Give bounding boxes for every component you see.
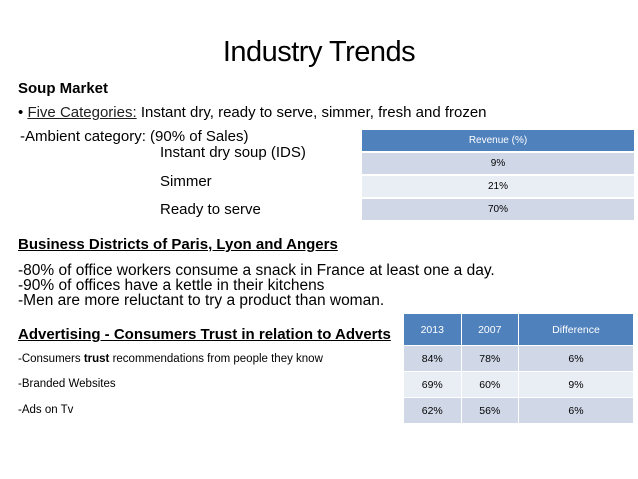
trust-cell: 84% <box>403 345 462 372</box>
soup-item-simmer: Simmer <box>160 173 212 190</box>
advert-row-bold: trust <box>83 353 110 365</box>
page-title: Industry Trends <box>222 36 416 68</box>
trust-header: 2013 <box>403 313 462 346</box>
revenue-table: Revenue (%) 9% 21% 70% <box>362 130 634 222</box>
revenue-cell: 70% <box>362 198 634 222</box>
trust-cell: 69% <box>403 371 462 398</box>
business-line: -90% of offices have a kettle in their k… <box>18 277 325 294</box>
table-row: 62% 56% 6% <box>403 397 634 424</box>
business-line: -Men are more reluctant to try a product… <box>18 292 385 309</box>
trust-cell: 56% <box>460 397 520 424</box>
trust-cell: 62% <box>403 397 462 424</box>
trust-cell: 9% <box>518 371 634 398</box>
advert-row-text: recommendations from people they know <box>109 353 323 365</box>
ambient-category-text: -Ambient category: (90% of Sales) <box>20 128 249 145</box>
trust-header: 2007 <box>460 313 520 346</box>
revenue-cell: 9% <box>362 152 634 176</box>
advert-row-text: -Consumers <box>18 353 84 365</box>
business-districts-heading: Business Districts of Paris, Lyon and An… <box>18 236 338 253</box>
advertising-heading: Advertising - Consumers Trust in relatio… <box>18 326 391 343</box>
trust-header: Difference <box>518 313 634 346</box>
revenue-cell: 21% <box>362 175 634 199</box>
five-categories-line: • Five Categories: Instant dry, ready to… <box>18 104 487 121</box>
advert-row-recommendations: -Consumers trust recommendations from pe… <box>18 353 323 365</box>
five-categories-text: Instant dry, ready to serve, simmer, fre… <box>136 104 487 121</box>
table-row: 84% 78% 6% <box>403 345 634 372</box>
soup-item-ready: Ready to serve <box>160 201 261 218</box>
five-categories-label: Five Categories: <box>27 104 137 121</box>
business-line: -80% of office workers consume a snack i… <box>18 262 495 279</box>
advert-row-ads-tv: -Ads on Tv <box>18 404 74 416</box>
trust-cell: 60% <box>460 371 520 398</box>
soup-item-ids: Instant dry soup (IDS) <box>160 144 306 161</box>
advert-row-branded-websites: -Branded Websites <box>18 378 116 390</box>
trust-cell: 6% <box>518 345 634 372</box>
bullet: • <box>18 104 24 121</box>
revenue-header: Revenue (%) <box>362 130 634 153</box>
table-row: 69% 60% 9% <box>403 371 634 398</box>
trust-cell: 78% <box>460 345 520 372</box>
soup-market-heading: Soup Market <box>18 80 109 97</box>
trust-table: 2013 2007 Difference 84% 78% 6% 69% 60% … <box>403 313 634 424</box>
trust-cell: 6% <box>518 397 634 424</box>
